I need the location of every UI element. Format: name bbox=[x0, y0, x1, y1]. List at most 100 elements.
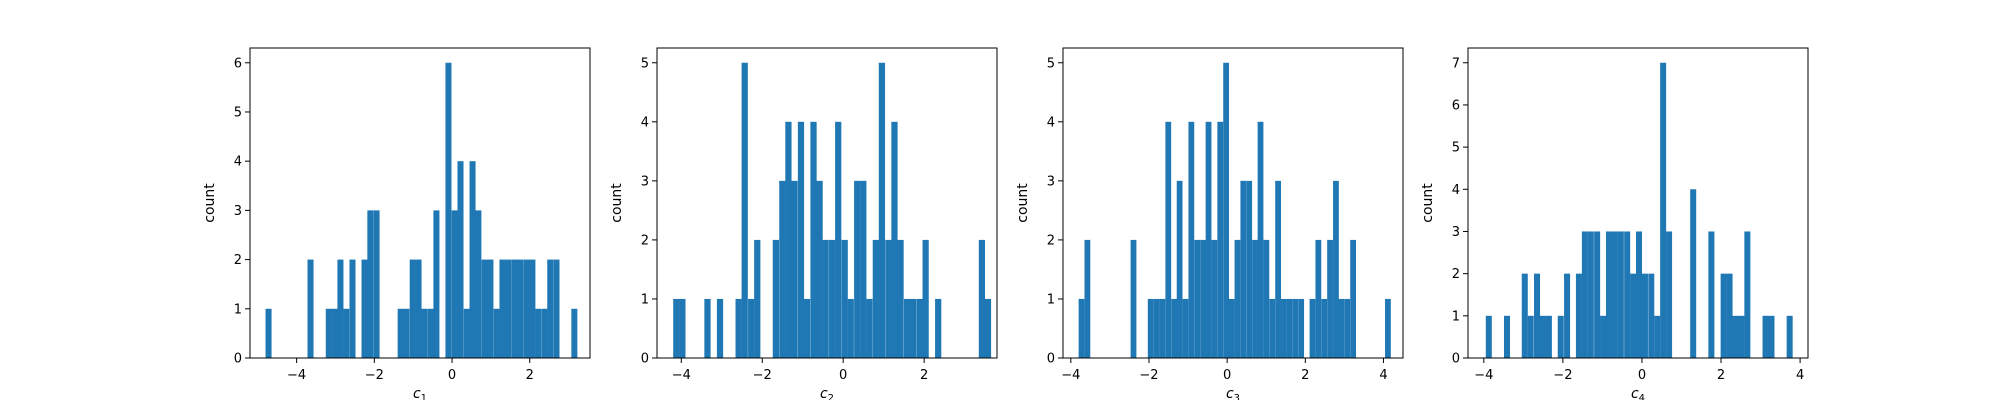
histogram-bar bbox=[511, 259, 518, 358]
histogram-bar bbox=[415, 259, 422, 358]
histogram-bar bbox=[822, 239, 829, 358]
histogram-bar bbox=[1200, 239, 1206, 358]
histogram-bar bbox=[1084, 239, 1091, 358]
histogram-bar bbox=[1611, 231, 1618, 358]
histogram-bar bbox=[810, 121, 817, 358]
y-tick-label: 2 bbox=[641, 233, 649, 248]
histogram-bar bbox=[1605, 231, 1612, 358]
histogram-bar bbox=[1234, 239, 1241, 358]
histogram-bar bbox=[1539, 315, 1546, 358]
y-tick-label: 0 bbox=[1452, 352, 1460, 367]
histogram-bar bbox=[1321, 298, 1328, 358]
histogram-bar bbox=[427, 308, 434, 358]
histogram-panel-3: 0 1 2 3 4 5 −4 −2 0 2 4 count c3 bbox=[1015, 47, 1404, 400]
histogram-bar bbox=[878, 62, 886, 359]
histogram-bar bbox=[337, 259, 344, 358]
histogram-bar bbox=[935, 298, 942, 358]
histogram-bar bbox=[885, 239, 892, 358]
histogram-bar bbox=[866, 298, 873, 358]
histogram-bar bbox=[1762, 315, 1769, 358]
histogram-bar bbox=[909, 298, 917, 358]
histogram-bar bbox=[772, 239, 779, 358]
histogram-bar bbox=[1176, 180, 1183, 358]
histogram-bar bbox=[1648, 273, 1655, 358]
histogram-bar bbox=[1153, 298, 1160, 358]
x-tick-label: −4 bbox=[287, 368, 306, 383]
y-tick-label: 1 bbox=[641, 292, 649, 307]
y-tick-label: 7 bbox=[1452, 56, 1460, 71]
histogram-bar bbox=[499, 259, 506, 358]
histogram-bar bbox=[1641, 273, 1648, 358]
histogram-bar bbox=[547, 259, 554, 358]
histogram-bar bbox=[803, 298, 811, 358]
x-axis-label: c4 bbox=[1631, 386, 1645, 400]
histogram-bar bbox=[704, 298, 711, 358]
histogram-bar bbox=[916, 298, 923, 358]
histogram-bar bbox=[1594, 231, 1601, 358]
histogram-bar bbox=[1240, 180, 1247, 358]
x-tick-label: −2 bbox=[753, 368, 772, 383]
histogram-bar bbox=[1280, 298, 1287, 358]
histogram-bar bbox=[1581, 231, 1588, 358]
histogram-bar bbox=[445, 62, 452, 359]
histogram-bar bbox=[1338, 298, 1345, 358]
histogram-bar bbox=[421, 308, 428, 358]
x-tick-label: 2 bbox=[526, 368, 534, 383]
y-axis-label: count bbox=[1015, 183, 1031, 223]
histogram-bar bbox=[1690, 189, 1697, 358]
y-tick-label: 0 bbox=[1047, 352, 1055, 367]
histogram-bar bbox=[841, 239, 848, 358]
histogram-bar bbox=[1385, 298, 1391, 358]
histogram-bar bbox=[1521, 273, 1528, 358]
histogram-bar bbox=[1503, 315, 1510, 358]
histogram-bar bbox=[1534, 273, 1541, 358]
x-tick-label: 2 bbox=[920, 368, 928, 383]
histogram-bar bbox=[433, 210, 440, 358]
histogram-bar bbox=[1630, 273, 1637, 358]
histogram-bar bbox=[860, 180, 867, 358]
y-tick-label: 3 bbox=[234, 204, 242, 219]
x-axis-label: c3 bbox=[1226, 386, 1240, 400]
histogram-bar bbox=[1292, 298, 1299, 358]
histogram-bar bbox=[854, 180, 861, 358]
histogram-bar bbox=[1078, 298, 1085, 358]
histogram-bar bbox=[1333, 180, 1339, 358]
histogram-bar bbox=[1171, 298, 1178, 358]
histogram-bar bbox=[1636, 231, 1643, 358]
histogram-bar bbox=[1257, 121, 1264, 358]
x-tick-label: 0 bbox=[1223, 368, 1231, 383]
histogram-panel-4: 0 1 2 3 4 5 6 7 −4 −2 0 2 4 count c4 bbox=[1420, 47, 1809, 400]
y-tick-label: 6 bbox=[234, 56, 242, 71]
histogram-bar bbox=[1286, 298, 1293, 358]
histogram-bar bbox=[307, 259, 314, 358]
histogram-bar bbox=[1485, 315, 1492, 358]
histogram-bar bbox=[1786, 315, 1793, 358]
x-tick-label: −2 bbox=[365, 368, 384, 383]
x-tick-label: 0 bbox=[1638, 368, 1646, 383]
histogram-bar bbox=[922, 239, 929, 358]
histogram-bar bbox=[343, 308, 350, 358]
y-tick-label: 1 bbox=[234, 302, 242, 317]
histogram-bar bbox=[1744, 231, 1751, 358]
histogram-bar bbox=[475, 210, 482, 358]
histogram-bar bbox=[1223, 62, 1230, 359]
histogram-bar bbox=[367, 210, 374, 358]
histogram-bar bbox=[553, 259, 560, 358]
histogram-bar bbox=[716, 298, 724, 358]
histogram-bar bbox=[1228, 298, 1235, 358]
histogram-bar bbox=[1708, 231, 1715, 358]
histogram-bar bbox=[1720, 273, 1727, 358]
histogram-bar bbox=[978, 239, 986, 358]
x-tick-label: 2 bbox=[1301, 368, 1309, 383]
y-tick-label: 2 bbox=[1047, 233, 1055, 248]
histogram-bar bbox=[463, 308, 470, 358]
histogram-bar bbox=[1188, 121, 1195, 358]
histogram-bar bbox=[397, 308, 404, 358]
histogram-bar bbox=[1660, 62, 1667, 359]
x-tick-label: 0 bbox=[839, 368, 847, 383]
histogram-bar bbox=[1269, 298, 1276, 358]
histogram-bar bbox=[571, 308, 578, 358]
x-axis-label: c1 bbox=[413, 386, 427, 400]
histogram-bar bbox=[754, 239, 761, 358]
y-tick-label: 4 bbox=[1452, 183, 1460, 198]
